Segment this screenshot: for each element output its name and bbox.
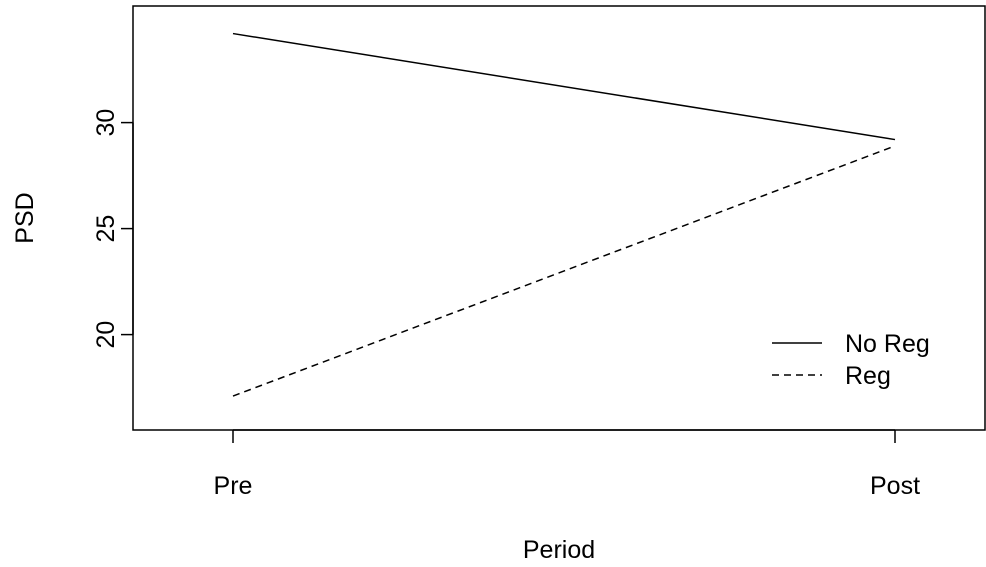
y-tick-label: 25	[92, 215, 120, 243]
x-axis: Pre Post	[214, 429, 920, 500]
legend-label-reg: Reg	[845, 362, 891, 390]
y-axis-label: PSD	[11, 192, 39, 243]
legend: No Reg Reg	[772, 330, 930, 390]
y-tick-label: 30	[92, 109, 120, 137]
series-layer	[232, 32, 896, 397]
series-line-reg	[232, 145, 896, 397]
x-tick-label: Pre	[214, 472, 253, 500]
y-axis: 20 25 30	[92, 109, 134, 349]
x-axis-label: Period	[523, 536, 595, 564]
series-line-no-reg	[232, 32, 896, 141]
y-tick-label: 20	[92, 321, 120, 349]
x-tick-label: Post	[870, 472, 920, 500]
legend-label-no-reg: No Reg	[845, 330, 930, 358]
